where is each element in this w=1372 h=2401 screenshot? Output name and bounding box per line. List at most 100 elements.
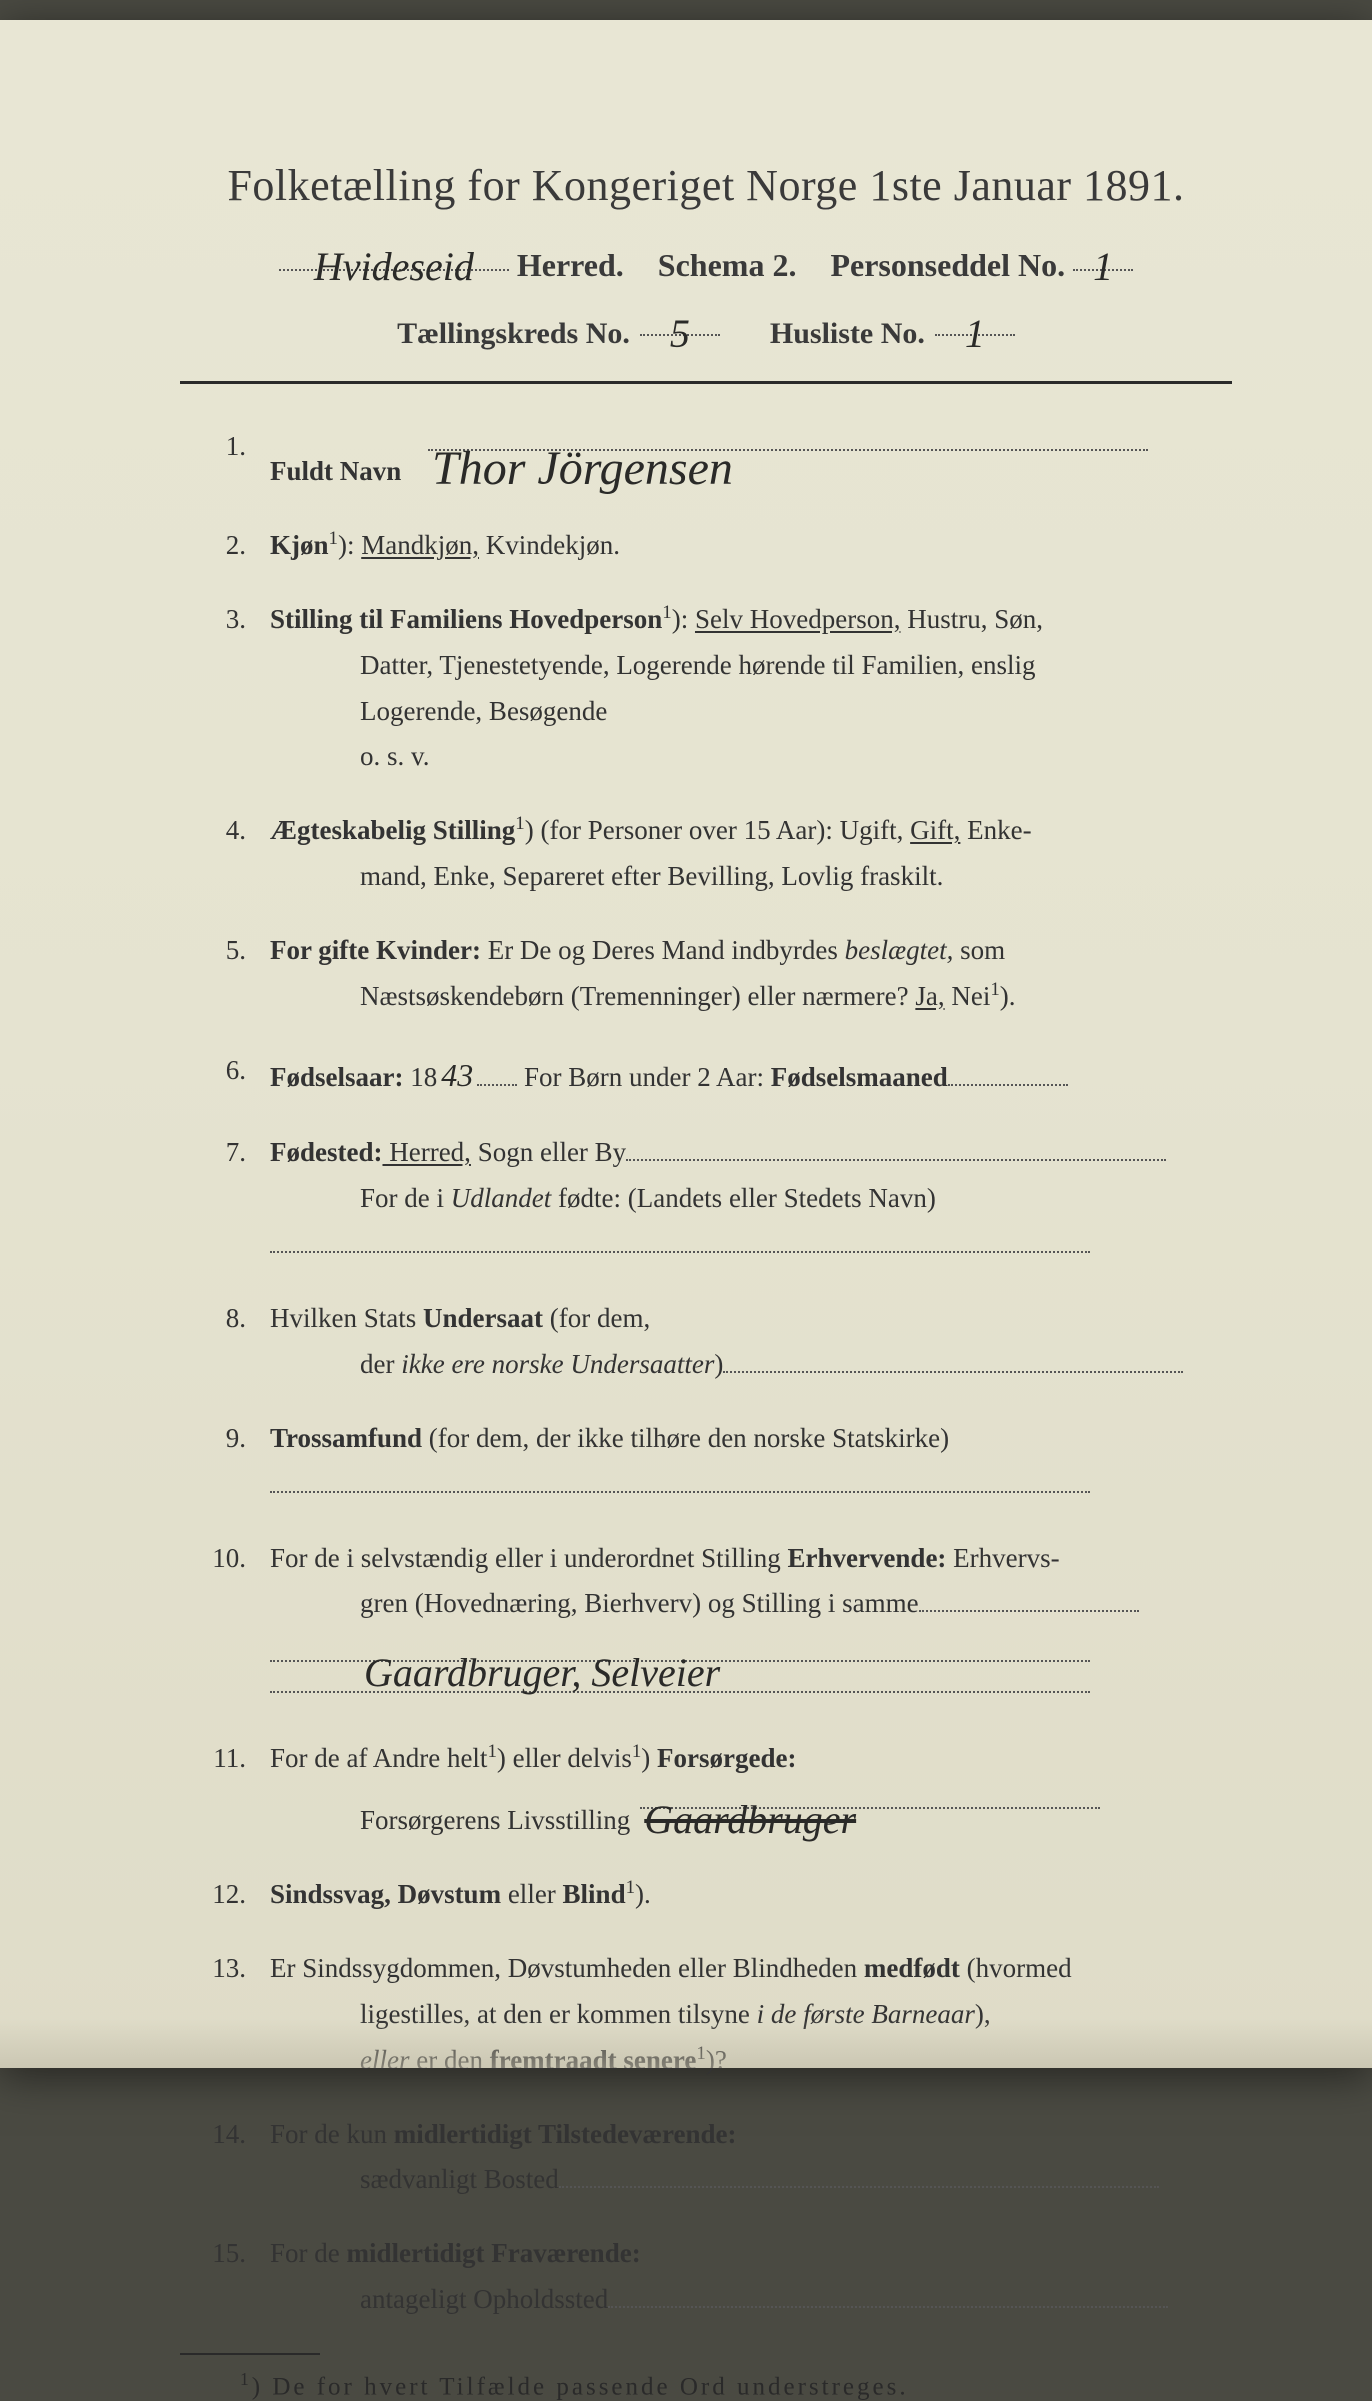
item-content: Trossamfund (for dem, der ikke tilhøre d… xyxy=(270,1416,1232,1508)
item-6: 6. Fødselsaar: 1843 For Børn under 2 Aar… xyxy=(200,1048,1232,1102)
a: For de xyxy=(270,2238,347,2268)
census-form-page: Folketælling for Kongeriget Norge 1ste J… xyxy=(0,20,1372,2068)
header-row-3: Tællingskreds No. 5 Husliste No. 1 xyxy=(180,306,1232,351)
footnote-ref: 1 xyxy=(632,1741,641,1762)
item-num: 12. xyxy=(200,1872,270,1918)
husliste-field: 1 xyxy=(935,306,1015,336)
line2: Næstsøskendebørn (Tremenninger) eller næ… xyxy=(270,974,1232,1020)
item-num: 2. xyxy=(200,523,270,569)
item-5: 5. For gifte Kvinder: Er De og Deres Man… xyxy=(200,928,1232,1020)
item-9: 9. Trossamfund (for dem, der ikke tilhør… xyxy=(200,1416,1232,1508)
rest: Hustru, Søn, xyxy=(907,604,1043,634)
line2: sædvanligt Bosted xyxy=(270,2157,1232,2203)
forsorgede-label: Forsørgede: xyxy=(657,1743,796,1773)
line3: Logerende, Besøgende xyxy=(270,689,1232,735)
c: (for dem, xyxy=(543,1303,650,1333)
herred-handwritten: Hvideseid xyxy=(310,244,478,289)
item-num: 1. xyxy=(200,424,270,470)
sep: ): xyxy=(338,530,361,560)
personseddel-label: Personseddel No. xyxy=(830,247,1065,284)
rest: Sogn eller By xyxy=(471,1137,626,1167)
mid: ) (for Personer over 15 Aar): Ugift, xyxy=(525,815,910,845)
item-1: 1. Fuldt Navn Thor Jörgensen xyxy=(200,424,1232,495)
c: ) xyxy=(641,1743,657,1773)
schema-label: Schema 2. xyxy=(658,247,797,284)
item-num: 6. xyxy=(200,1048,270,1094)
rest: (for dem, der ikke tilhøre den norske St… xyxy=(422,1423,949,1453)
item-14: 14. For de kun midlertidigt Tilstedevære… xyxy=(200,2112,1232,2204)
item-7: 7. Fødested: Herred, Sogn eller By For d… xyxy=(200,1130,1232,1268)
paper-aging xyxy=(0,2018,1372,2068)
year-prefix: 18 xyxy=(403,1062,437,1092)
a: For de af Andre helt xyxy=(270,1743,487,1773)
item-content: Kjøn1): Mandkjøn, Kvindekjøn. xyxy=(270,523,1232,569)
line2: For de i Udlandet fødte: (Landets eller … xyxy=(270,1176,1232,1222)
a: Er Sindssygdommen, Døvstumheden eller Bl… xyxy=(270,1953,864,1983)
midlertidig-fravaer-label: midlertidigt Fraværende: xyxy=(347,2238,641,2268)
husliste-no: 1 xyxy=(961,311,989,356)
item-num: 14. xyxy=(200,2112,270,2158)
ja-option: Ja, xyxy=(915,981,944,1011)
footnote-text: ) De for hvert Tilfælde passende Ord und… xyxy=(252,2373,909,2400)
form-header: Folketælling for Kongeriget Norge 1ste J… xyxy=(180,160,1232,384)
footnote-ref: 1 xyxy=(515,813,524,834)
opholdssted-dots xyxy=(608,2306,1168,2308)
fodselsmaaned-label: Fødselsmaaned xyxy=(771,1062,948,1092)
selv-hovedperson: Selv Hovedperson, xyxy=(695,604,900,634)
footnote-rule xyxy=(180,2353,320,2355)
erhvervende-label: Erhvervende: xyxy=(787,1543,946,1573)
footnote-ref: 1 xyxy=(662,602,671,623)
item-10: 10. For de i selvstændig eller i underor… xyxy=(200,1536,1232,1709)
gift-option: Gift, xyxy=(910,815,960,845)
fuldt-navn-label: Fuldt Navn xyxy=(270,456,401,486)
opholdssted-label: antageligt Opholdssted xyxy=(360,2284,608,2314)
taellingskreds-no: 5 xyxy=(666,311,694,356)
item-num: 13. xyxy=(200,1946,270,1992)
item-8: 8. Hvilken Stats Undersaat (for dem, der… xyxy=(200,1296,1232,1388)
item-content: For de kun midlertidigt Tilstedeværende:… xyxy=(270,2112,1232,2204)
a: Hvilken Stats xyxy=(270,1303,423,1333)
sindssvag-label: Sindssvag, Døvstum xyxy=(270,1879,501,1909)
erhverv-field: Gaardbruger, Selveier xyxy=(270,1635,1090,1662)
end: ). xyxy=(635,1879,651,1909)
livsstilling-handwritten: Gaardbruger xyxy=(640,1797,860,1842)
b: ) eller delvis xyxy=(497,1743,632,1773)
form-title: Folketælling for Kongeriget Norge 1ste J… xyxy=(180,160,1232,211)
mid: For Børn under 2 Aar: xyxy=(517,1062,770,1092)
herred-label: Herred. xyxy=(517,247,624,284)
item-num: 7. xyxy=(200,1130,270,1176)
sep: ): xyxy=(672,604,695,634)
item-content: For de midlertidigt Fraværende: antageli… xyxy=(270,2231,1232,2323)
dots xyxy=(919,1610,1139,1612)
item-num: 9. xyxy=(200,1416,270,1462)
midlertidig-tilstede-label: midlertidigt Tilstedeværende: xyxy=(394,2119,737,2149)
herred-option: Herred, xyxy=(382,1137,470,1167)
item-content: Fødested: Herred, Sogn eller By For de i… xyxy=(270,1130,1232,1268)
der: der xyxy=(360,1349,401,1379)
item-content: For de af Andre helt1) eller delvis1) Fo… xyxy=(270,1736,1232,1844)
item-num: 8. xyxy=(200,1296,270,1342)
line2: Forsørgerens LivsstillingGaardbruger xyxy=(270,1782,1232,1844)
item-content: Ægteskabelig Stilling1) (for Personer ov… xyxy=(270,808,1232,900)
item-content: Hvilken Stats Undersaat (for dem, der ik… xyxy=(270,1296,1232,1388)
udland-dots xyxy=(270,1251,1090,1253)
fodested-label: Fødested: xyxy=(270,1137,382,1167)
rest: Enke- xyxy=(960,815,1031,845)
personseddel-no: 1 xyxy=(1089,244,1117,289)
header-rule xyxy=(180,381,1232,384)
rest: Er De og Deres Mand indbyrdes xyxy=(481,935,845,965)
item-11: 11. For de af Andre helt1) eller delvis1… xyxy=(200,1736,1232,1844)
item-content: Sindssvag, Døvstum eller Blind1). xyxy=(270,1872,1232,1918)
item-num: 4. xyxy=(200,808,270,854)
kjon-label: Kjøn xyxy=(270,530,329,560)
paren: ) xyxy=(714,1349,723,1379)
item-content: Stilling til Familiens Hovedperson1): Se… xyxy=(270,597,1232,781)
item-num: 3. xyxy=(200,597,270,643)
undersaat-label: Undersaat xyxy=(423,1303,543,1333)
line2-text: gren (Hovednæring, Bierhverv) og Stillin… xyxy=(360,1588,919,1618)
eller: eller xyxy=(501,1879,562,1909)
item-num: 10. xyxy=(200,1536,270,1582)
erhverv-handwritten: Gaardbruger, Selveier xyxy=(360,1650,724,1695)
beslaegtet: beslægtet, xyxy=(845,935,954,965)
mandkjon-option: Mandkjøn, xyxy=(361,530,479,560)
